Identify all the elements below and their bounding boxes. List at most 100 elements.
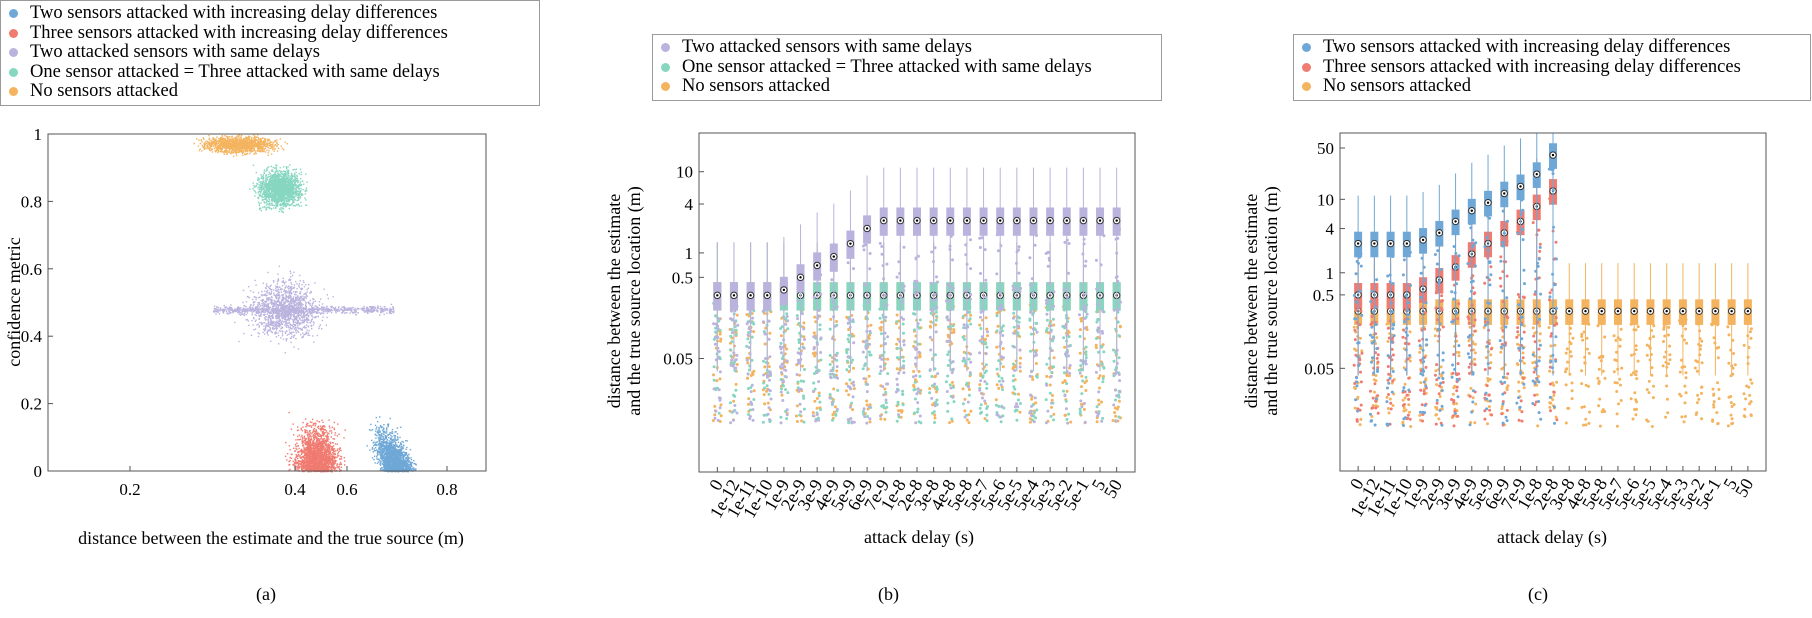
point: [257, 323, 259, 325]
point: [234, 140, 237, 143]
point: [236, 142, 238, 144]
point: [230, 152, 232, 155]
point: [282, 178, 284, 180]
point: [289, 311, 292, 313]
point: [242, 146, 244, 148]
point: [307, 301, 310, 303]
point: [373, 310, 376, 312]
point: [224, 306, 227, 309]
point: [288, 196, 291, 199]
point: [269, 285, 271, 288]
point: [260, 145, 262, 148]
point: [280, 186, 283, 189]
point: [291, 193, 294, 195]
point: [268, 311, 270, 313]
point: [219, 143, 222, 145]
point: [299, 291, 302, 293]
point: [300, 295, 302, 298]
point: [264, 180, 266, 182]
point: [275, 295, 277, 297]
point: [239, 139, 241, 142]
point: [220, 138, 223, 140]
point: [297, 298, 299, 300]
point: [232, 312, 234, 314]
point: [322, 306, 325, 309]
point: [302, 180, 304, 183]
point: [291, 195, 294, 197]
point: [302, 314, 304, 317]
point: [389, 312, 391, 314]
point: [231, 140, 233, 142]
point: [335, 308, 337, 311]
point: [297, 313, 299, 316]
point: [261, 323, 263, 325]
point: [242, 307, 245, 309]
point: [244, 148, 247, 150]
point: [283, 184, 286, 186]
point: [273, 310, 275, 313]
point: [240, 145, 242, 148]
point: [327, 466, 329, 468]
point: [219, 141, 221, 143]
point: [287, 308, 289, 310]
point: [281, 182, 283, 184]
point: [363, 307, 365, 309]
point: [227, 142, 229, 145]
point: [290, 299, 292, 301]
point: [279, 191, 281, 194]
point: [283, 191, 285, 194]
point: [379, 314, 381, 316]
point: [279, 178, 281, 180]
point: [286, 319, 288, 321]
point: [287, 299, 289, 301]
point: [255, 308, 257, 310]
point: [281, 310, 283, 312]
point: [235, 149, 237, 151]
point: [272, 309, 274, 312]
point: [262, 177, 265, 179]
point: [246, 142, 248, 144]
point: [281, 197, 283, 199]
point: [353, 311, 355, 313]
point: [291, 198, 293, 200]
point: [287, 306, 289, 308]
point: [289, 197, 291, 199]
point: [293, 303, 295, 306]
point: [241, 142, 243, 145]
point: [278, 198, 281, 200]
point: [246, 153, 249, 155]
point: [277, 190, 279, 192]
point: [197, 145, 200, 147]
point: [247, 147, 249, 150]
point: [236, 144, 238, 146]
point: [255, 145, 257, 148]
point: [220, 149, 222, 151]
point: [241, 140, 243, 142]
point: [270, 292, 273, 295]
point: [282, 166, 285, 168]
point: [281, 307, 283, 309]
point: [288, 291, 291, 293]
point: [281, 305, 283, 307]
point: [298, 309, 300, 311]
point: [237, 151, 239, 153]
point: [284, 309, 286, 311]
point: [258, 301, 260, 304]
point: [266, 185, 268, 187]
point: [269, 196, 272, 198]
point: [261, 193, 264, 196]
point: [253, 296, 255, 298]
point: [297, 193, 300, 196]
point: [210, 148, 213, 150]
point: [284, 188, 286, 190]
point: [285, 310, 287, 312]
point: [261, 300, 264, 302]
point: [235, 145, 237, 147]
point: [271, 146, 273, 148]
point: [286, 181, 288, 183]
point: [286, 313, 288, 315]
point: [295, 318, 297, 321]
point: [265, 194, 267, 196]
point: [271, 194, 274, 197]
point: [258, 308, 260, 310]
